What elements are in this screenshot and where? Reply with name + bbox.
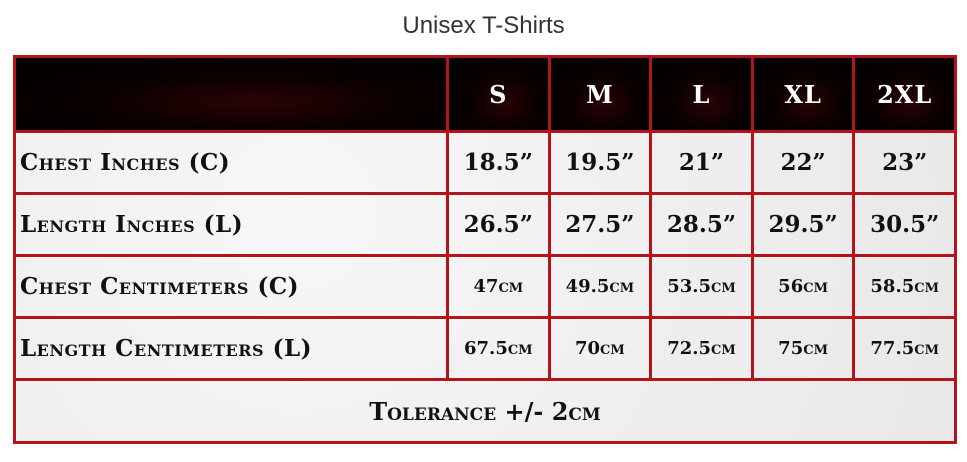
table-cell: 18.5” [446,130,551,195]
header-row: S M L XL 2XL [13,55,957,133]
table-cell: 21” [649,130,754,195]
table-cell: 53.5cm [649,254,754,319]
table-row-length-inches: Length Inches (L) 26.5” 27.5” 28.5” 29.5… [13,192,957,257]
table-cell: 56cm [750,254,856,319]
table-cell: 28.5” [649,192,754,257]
row-label: Chest Inches (C) [13,130,449,195]
table-cell: 47cm [446,254,551,319]
header-blank [13,55,449,133]
table-row-chest-inches: Chest Inches (C) 18.5” 19.5” 21” 22” 23” [13,130,957,195]
table-cell: 26.5” [446,192,551,257]
table-cell: 72.5cm [649,316,754,381]
table-cell: 27.5” [547,192,653,257]
table-row-length-cm: Length Centimeters (L) 67.5cm 70cm 72.5c… [13,316,957,381]
table-cell: 22” [750,130,856,195]
size-header-l: L [649,55,754,133]
table-row-tolerance: Tolerance +/- 2cm [13,378,957,444]
table-cell: 67.5cm [446,316,551,381]
table-cell: 58.5cm [852,254,957,319]
table-cell: 77.5cm [852,316,957,381]
row-label: Chest Centimeters (C) [13,254,449,319]
size-header-xl: XL [750,55,856,133]
table-cell: 75cm [750,316,856,381]
table-cell: 30.5” [852,192,957,257]
size-header-m: M [547,55,653,133]
table-cell: 70cm [547,316,653,381]
tolerance-note: Tolerance +/- 2cm [13,378,957,444]
table-cell: 49.5cm [547,254,653,319]
size-header-2xl: 2XL [852,55,957,133]
row-label: Length Inches (L) [13,192,449,257]
page-title: Unisex T-Shirts [402,12,565,39]
row-label: Length Centimeters (L) [13,316,449,381]
table-cell: 19.5” [547,130,653,195]
table-cell: 23” [852,130,957,195]
size-header-s: S [446,55,551,133]
size-chart-table: S M L XL 2XL Chest Inches (C) 18.5” 19.5… [13,55,957,444]
table-cell: 29.5” [750,192,856,257]
table-row-chest-cm: Chest Centimeters (C) 47cm 49.5cm 53.5cm… [13,254,957,319]
